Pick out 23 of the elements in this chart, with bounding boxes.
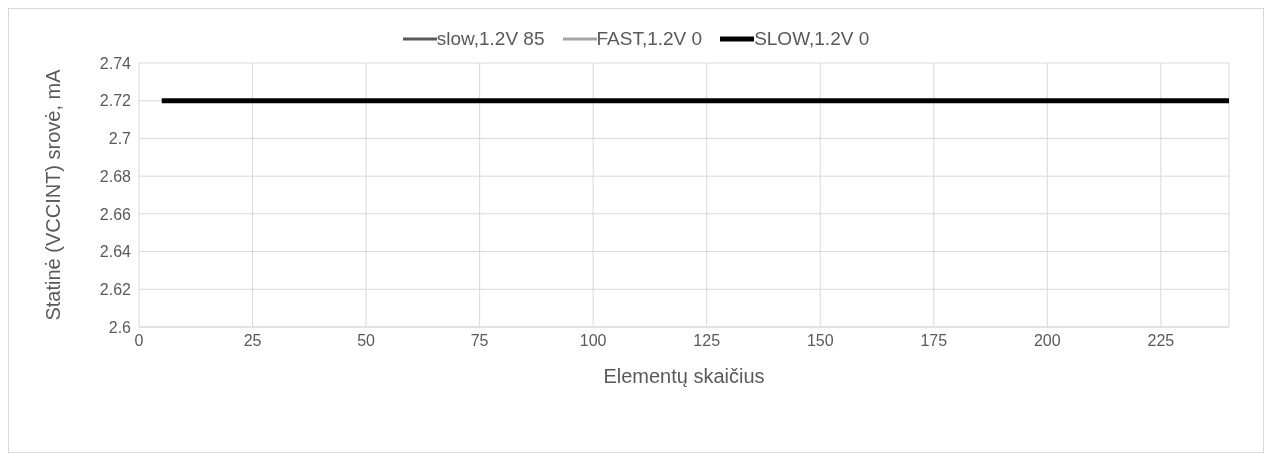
y-tick-label: 2.66 — [99, 205, 132, 223]
x-axis-title: Elementų skaičius — [603, 365, 765, 387]
x-tick-label: 125 — [693, 332, 721, 350]
y-tick-label: 2.72 — [99, 92, 132, 110]
y-axis-title: Statinė (VCCINT) srovė, mA — [42, 68, 65, 321]
legend-label: FAST,1.2V 0 — [596, 28, 703, 50]
legend-label: slow,1.2V 85 — [436, 28, 545, 50]
x-tick-label: 75 — [470, 332, 489, 350]
x-tick-label: 50 — [357, 332, 376, 350]
y-tick-label: 2.74 — [99, 54, 132, 72]
y-tick-label: 2.68 — [99, 167, 132, 185]
x-tick-label: 225 — [1147, 332, 1175, 350]
y-tick-label: 2.6 — [108, 318, 132, 336]
x-tick-label: 0 — [134, 332, 144, 350]
x-tick-label: 100 — [579, 332, 607, 350]
y-tick-label: 2.64 — [99, 243, 132, 261]
legend-label: SLOW,1.2V 0 — [754, 28, 870, 50]
x-tick-label: 200 — [1033, 332, 1061, 350]
x-tick-label: 25 — [243, 332, 262, 350]
x-tick-label: 150 — [806, 332, 834, 350]
y-tick-label: 2.62 — [99, 280, 132, 298]
x-tick-label: 175 — [920, 332, 948, 350]
y-tick-label: 2.7 — [108, 130, 132, 148]
